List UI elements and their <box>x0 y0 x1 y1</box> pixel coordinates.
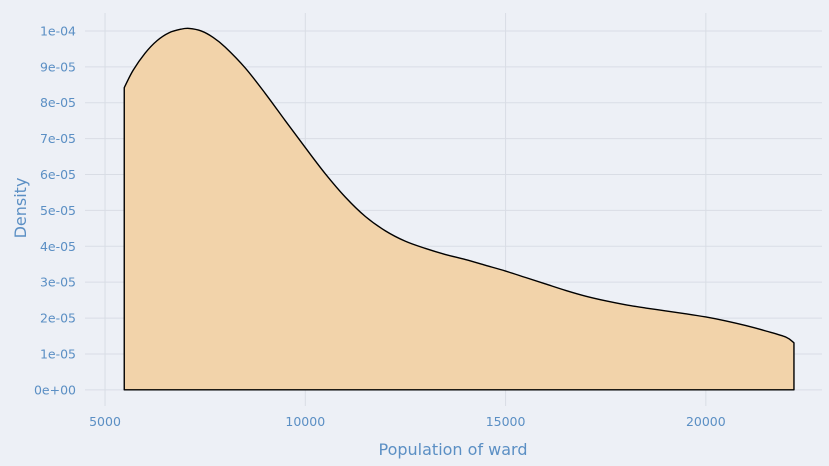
y-tick-label: 4e-05 <box>40 239 76 254</box>
y-axis-ticks: 0e+00 1e-05 2e-05 3e-05 4e-05 5e-05 6e-05 7e-05… <box>34 23 76 397</box>
y-tick-label: 6e-05 <box>40 167 76 182</box>
x-tick-label: 15000 <box>486 414 526 429</box>
y-axis-title: Density <box>11 178 30 239</box>
y-tick-label: 0e+00 <box>34 382 76 397</box>
y-tick-label: 5e-05 <box>40 203 76 218</box>
y-tick-label: 1e-05 <box>40 346 76 361</box>
x-tick-label: 10000 <box>285 414 325 429</box>
x-tick-label: 5000 <box>89 414 121 429</box>
y-tick-label: 3e-05 <box>40 275 76 290</box>
y-tick-label: 7e-05 <box>40 131 76 146</box>
y-tick-label: 2e-05 <box>40 311 76 326</box>
y-tick-label: 8e-05 <box>40 95 76 110</box>
y-tick-label: 9e-05 <box>40 59 76 74</box>
x-axis-title: Population of ward <box>379 440 528 459</box>
x-axis-ticks: 5000 10000 15000 20000 <box>89 414 726 429</box>
x-tick-label: 20000 <box>686 414 726 429</box>
y-tick-label: 1e-04 <box>40 23 76 38</box>
density-area <box>123 27 795 391</box>
